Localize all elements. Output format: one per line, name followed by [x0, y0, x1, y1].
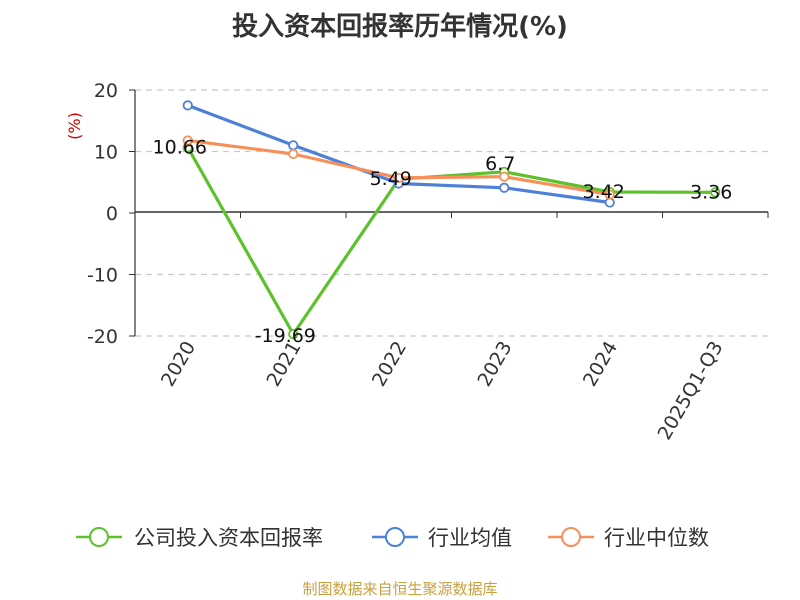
series: [182, 100, 721, 340]
series-point: [182, 135, 193, 146]
data-label: 6.7: [485, 153, 515, 175]
series-point: [499, 171, 510, 182]
data-label: 3.36: [690, 181, 732, 203]
series-point: [288, 140, 299, 151]
data-label: 10.66: [153, 136, 207, 158]
series-point: [710, 187, 721, 198]
y-tick-label: 20: [94, 80, 118, 102]
y-tick-label: 10: [94, 142, 118, 164]
data-label: -19.69: [255, 325, 316, 347]
series-point: [604, 189, 615, 200]
x-tick-label: 2020: [157, 338, 200, 391]
x-tick-label: 2024: [579, 338, 622, 391]
series-point: [393, 172, 404, 184]
legend-label: 公司投入资本回报率: [134, 526, 323, 550]
series-point: [182, 100, 193, 111]
data-labels: 10.66 -19.69 5.49 6.7 3.42 3.36: [153, 136, 733, 347]
series-line: [186, 146, 716, 336]
legend-swatch-marker: [89, 527, 109, 547]
legend-label: 行业均值: [428, 526, 512, 550]
chart-title: 投入资本回报率历年情况(%): [232, 12, 568, 42]
legend-swatch-marker: [385, 527, 405, 547]
legend-label: 行业中位数: [604, 526, 709, 550]
legend-item: 行业中位数: [548, 526, 709, 550]
legend-item: 行业均值: [372, 526, 512, 550]
y-axis-label: (%): [65, 112, 84, 140]
legend: 公司投入资本回报率 行业均值 行业中位数: [76, 526, 709, 550]
y-tick-label: -10: [87, 265, 118, 287]
series-point: [499, 182, 510, 193]
series-point: [288, 148, 299, 160]
y-tick-label: -20: [87, 326, 118, 348]
x-tick-label: 2023: [473, 338, 516, 391]
data-label: 5.49: [370, 168, 412, 190]
x-tick-label: 2025Q1-Q3: [654, 338, 728, 444]
series-point: [288, 328, 299, 340]
data-label: 3.42: [583, 181, 625, 203]
y-tick-label: 0: [106, 203, 118, 225]
source-note: 制图数据来自恒生聚源数据库: [302, 580, 497, 598]
legend-swatch-marker: [561, 527, 581, 547]
legend-item: 公司投入资本回报率: [76, 526, 323, 550]
x-tick-label: 2022: [368, 338, 411, 391]
